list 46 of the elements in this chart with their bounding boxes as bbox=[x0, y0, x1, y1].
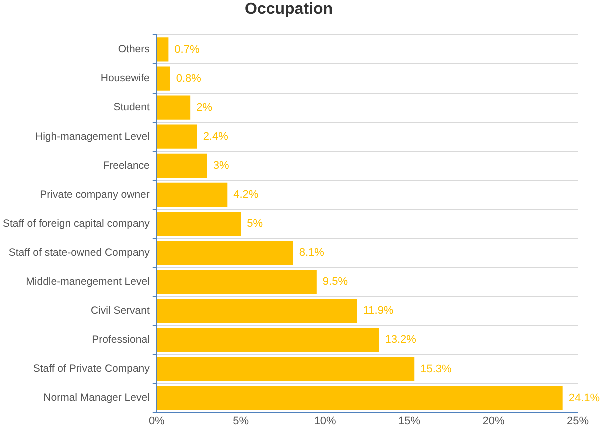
bar bbox=[156, 212, 242, 236]
data-label: 3% bbox=[213, 160, 230, 172]
bar bbox=[156, 299, 358, 324]
x-tick-label: 10% bbox=[314, 415, 337, 428]
data-label: 0.8% bbox=[176, 72, 202, 85]
bar bbox=[156, 124, 198, 149]
bar bbox=[156, 357, 415, 382]
bar bbox=[156, 386, 563, 410]
data-label: 2% bbox=[196, 102, 213, 114]
chart-title: Occupation bbox=[244, 1, 334, 18]
bar bbox=[156, 240, 294, 266]
bar bbox=[156, 66, 170, 91]
bar bbox=[156, 182, 228, 208]
x-tick-label: 15% bbox=[398, 415, 421, 428]
x-tick-label: 0% bbox=[148, 415, 166, 428]
bar bbox=[156, 38, 169, 62]
bar bbox=[156, 328, 380, 352]
y-tick-label: Staff of foreign capital company bbox=[2, 218, 151, 230]
data-label: 5% bbox=[247, 218, 264, 230]
y-tick-label: Private company owner bbox=[40, 188, 150, 201]
data-label: 11.9% bbox=[363, 305, 394, 318]
x-tick-label: 5% bbox=[233, 415, 250, 428]
data-label: 2.4% bbox=[203, 130, 229, 143]
bar bbox=[156, 96, 191, 120]
y-tick-label: Student bbox=[114, 102, 150, 114]
data-label: 24.1% bbox=[568, 392, 600, 404]
y-tick-label: Staff of state-owned Company bbox=[8, 246, 151, 259]
x-tick-label: 20% bbox=[482, 415, 505, 428]
y-tick-label: Civil Servant bbox=[90, 305, 150, 318]
data-label: 0.7% bbox=[174, 44, 200, 56]
y-tick-label: High-management Level bbox=[35, 130, 150, 143]
y-tick-label: Middle-manegement Level bbox=[26, 276, 150, 288]
data-label: 15.3% bbox=[420, 363, 452, 376]
y-tick-label: Others bbox=[118, 44, 150, 56]
data-label: 8.1% bbox=[299, 247, 325, 260]
y-tick-label: Freelance bbox=[103, 160, 150, 172]
data-label: 9.5% bbox=[322, 276, 348, 288]
bar bbox=[156, 154, 208, 178]
y-tick-label: Staff of Private Company bbox=[33, 363, 151, 376]
data-label: 4.2% bbox=[234, 188, 259, 201]
y-tick-label: Housewife bbox=[100, 72, 150, 85]
y-tick-label: Professional bbox=[92, 334, 150, 346]
bar bbox=[156, 270, 317, 294]
y-tick-label: Normal Manager Level bbox=[44, 392, 150, 404]
data-label: 13.2% bbox=[385, 334, 417, 346]
x-tick-label: 25% bbox=[566, 415, 590, 428]
